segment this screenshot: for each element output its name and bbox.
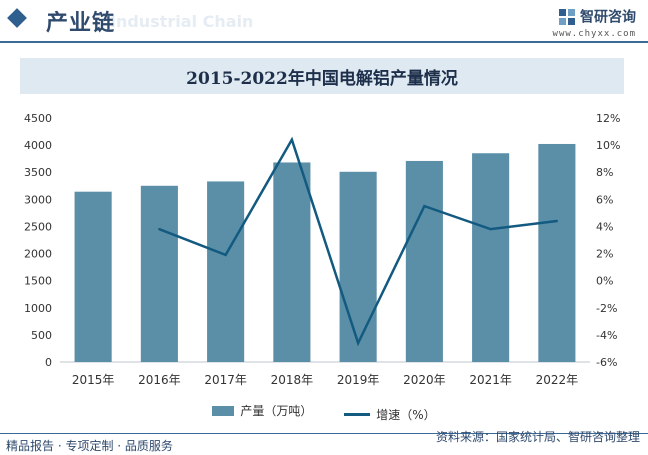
y-left-tick-label: 0 xyxy=(45,356,52,369)
y-right-tick-label: 4% xyxy=(596,220,613,233)
brand-name: 智研咨询 xyxy=(580,9,636,26)
legend-swatch-bar xyxy=(212,405,235,416)
header: Industrial Chain 产业链 智研咨询 www.chyxx.com xyxy=(0,0,648,44)
watermark-text: Industrial Chain xyxy=(110,12,254,31)
y-left-tick-label: 3000 xyxy=(24,193,52,206)
x-tick-label: 2017年 xyxy=(204,373,247,387)
footer-slogan: 精品报告 · 专项定制 · 品质服务 xyxy=(6,439,173,453)
x-tick-label: 2020年 xyxy=(403,373,446,387)
legend-swatch-line xyxy=(344,412,371,416)
bar xyxy=(339,171,377,362)
brand: 智研咨询 www.chyxx.com xyxy=(553,6,636,39)
legend-item-growth: 增速（%） xyxy=(344,406,436,423)
bar xyxy=(472,153,510,362)
bar xyxy=(538,143,576,362)
bar xyxy=(273,162,311,362)
y-left-tick-label: 2000 xyxy=(24,248,52,261)
y-right-tick-label: 2% xyxy=(596,248,613,261)
legend-item-output: 产量（万吨） xyxy=(212,402,312,419)
chart-title-band: 2015-2022年中国电解铝产量情况 xyxy=(20,58,624,94)
footer-divider xyxy=(0,433,648,434)
growth-point xyxy=(290,138,294,141)
x-tick-label: 2021年 xyxy=(469,373,512,387)
footer-source: 资料来源：国家统计局、智研咨询整理 xyxy=(435,430,640,444)
growth-point xyxy=(423,204,426,208)
growth-point xyxy=(158,227,161,231)
y-right-tick-label: 12% xyxy=(596,112,620,125)
y-left-tick-label: 4000 xyxy=(24,139,52,152)
y-right-tick-label: -2% xyxy=(596,302,617,315)
bar xyxy=(207,181,245,362)
y-right-tick-label: 6% xyxy=(596,193,613,206)
brand-logo-icon xyxy=(559,8,575,25)
y-left-tick-label: 500 xyxy=(31,329,52,342)
growth-point xyxy=(356,341,360,345)
bar xyxy=(405,160,443,362)
y-left-tick-label: 2500 xyxy=(24,220,52,233)
y-left-tick-label: 3500 xyxy=(24,166,52,179)
y-right-tick-label: 0% xyxy=(596,275,613,288)
brand-url: www.chyxx.com xyxy=(552,28,636,39)
x-tick-label: 2019年 xyxy=(337,373,380,387)
x-tick-label: 2016年 xyxy=(138,373,181,387)
y-right-tick-label: -6% xyxy=(596,356,617,369)
x-tick-label: 2018年 xyxy=(271,373,314,387)
header-divider xyxy=(0,41,648,43)
growth-point xyxy=(224,253,227,257)
bar xyxy=(140,185,178,362)
y-left-tick-label: 1500 xyxy=(24,275,52,288)
bar xyxy=(74,191,112,362)
y-left-tick-label: 4500 xyxy=(24,112,52,125)
chart-title: 2015-2022年中国电解铝产量情况 xyxy=(186,69,458,89)
y-right-tick-label: 10% xyxy=(596,139,620,152)
y-right-tick-label: -4% xyxy=(596,329,617,342)
x-tick-label: 2015年 xyxy=(72,373,115,387)
growth-point xyxy=(489,227,492,231)
legend-label-growth: 增速（%） xyxy=(376,407,436,422)
legend-label-output: 产量（万吨） xyxy=(240,404,313,418)
legend: 产量（万吨） 增速（%） xyxy=(0,402,648,423)
y-right-tick-label: 8% xyxy=(596,166,613,179)
growth-point xyxy=(555,219,559,223)
x-tick-label: 2022年 xyxy=(536,373,579,387)
section-title: 产业链 xyxy=(46,11,116,36)
y-left-tick-label: 1000 xyxy=(24,302,52,315)
